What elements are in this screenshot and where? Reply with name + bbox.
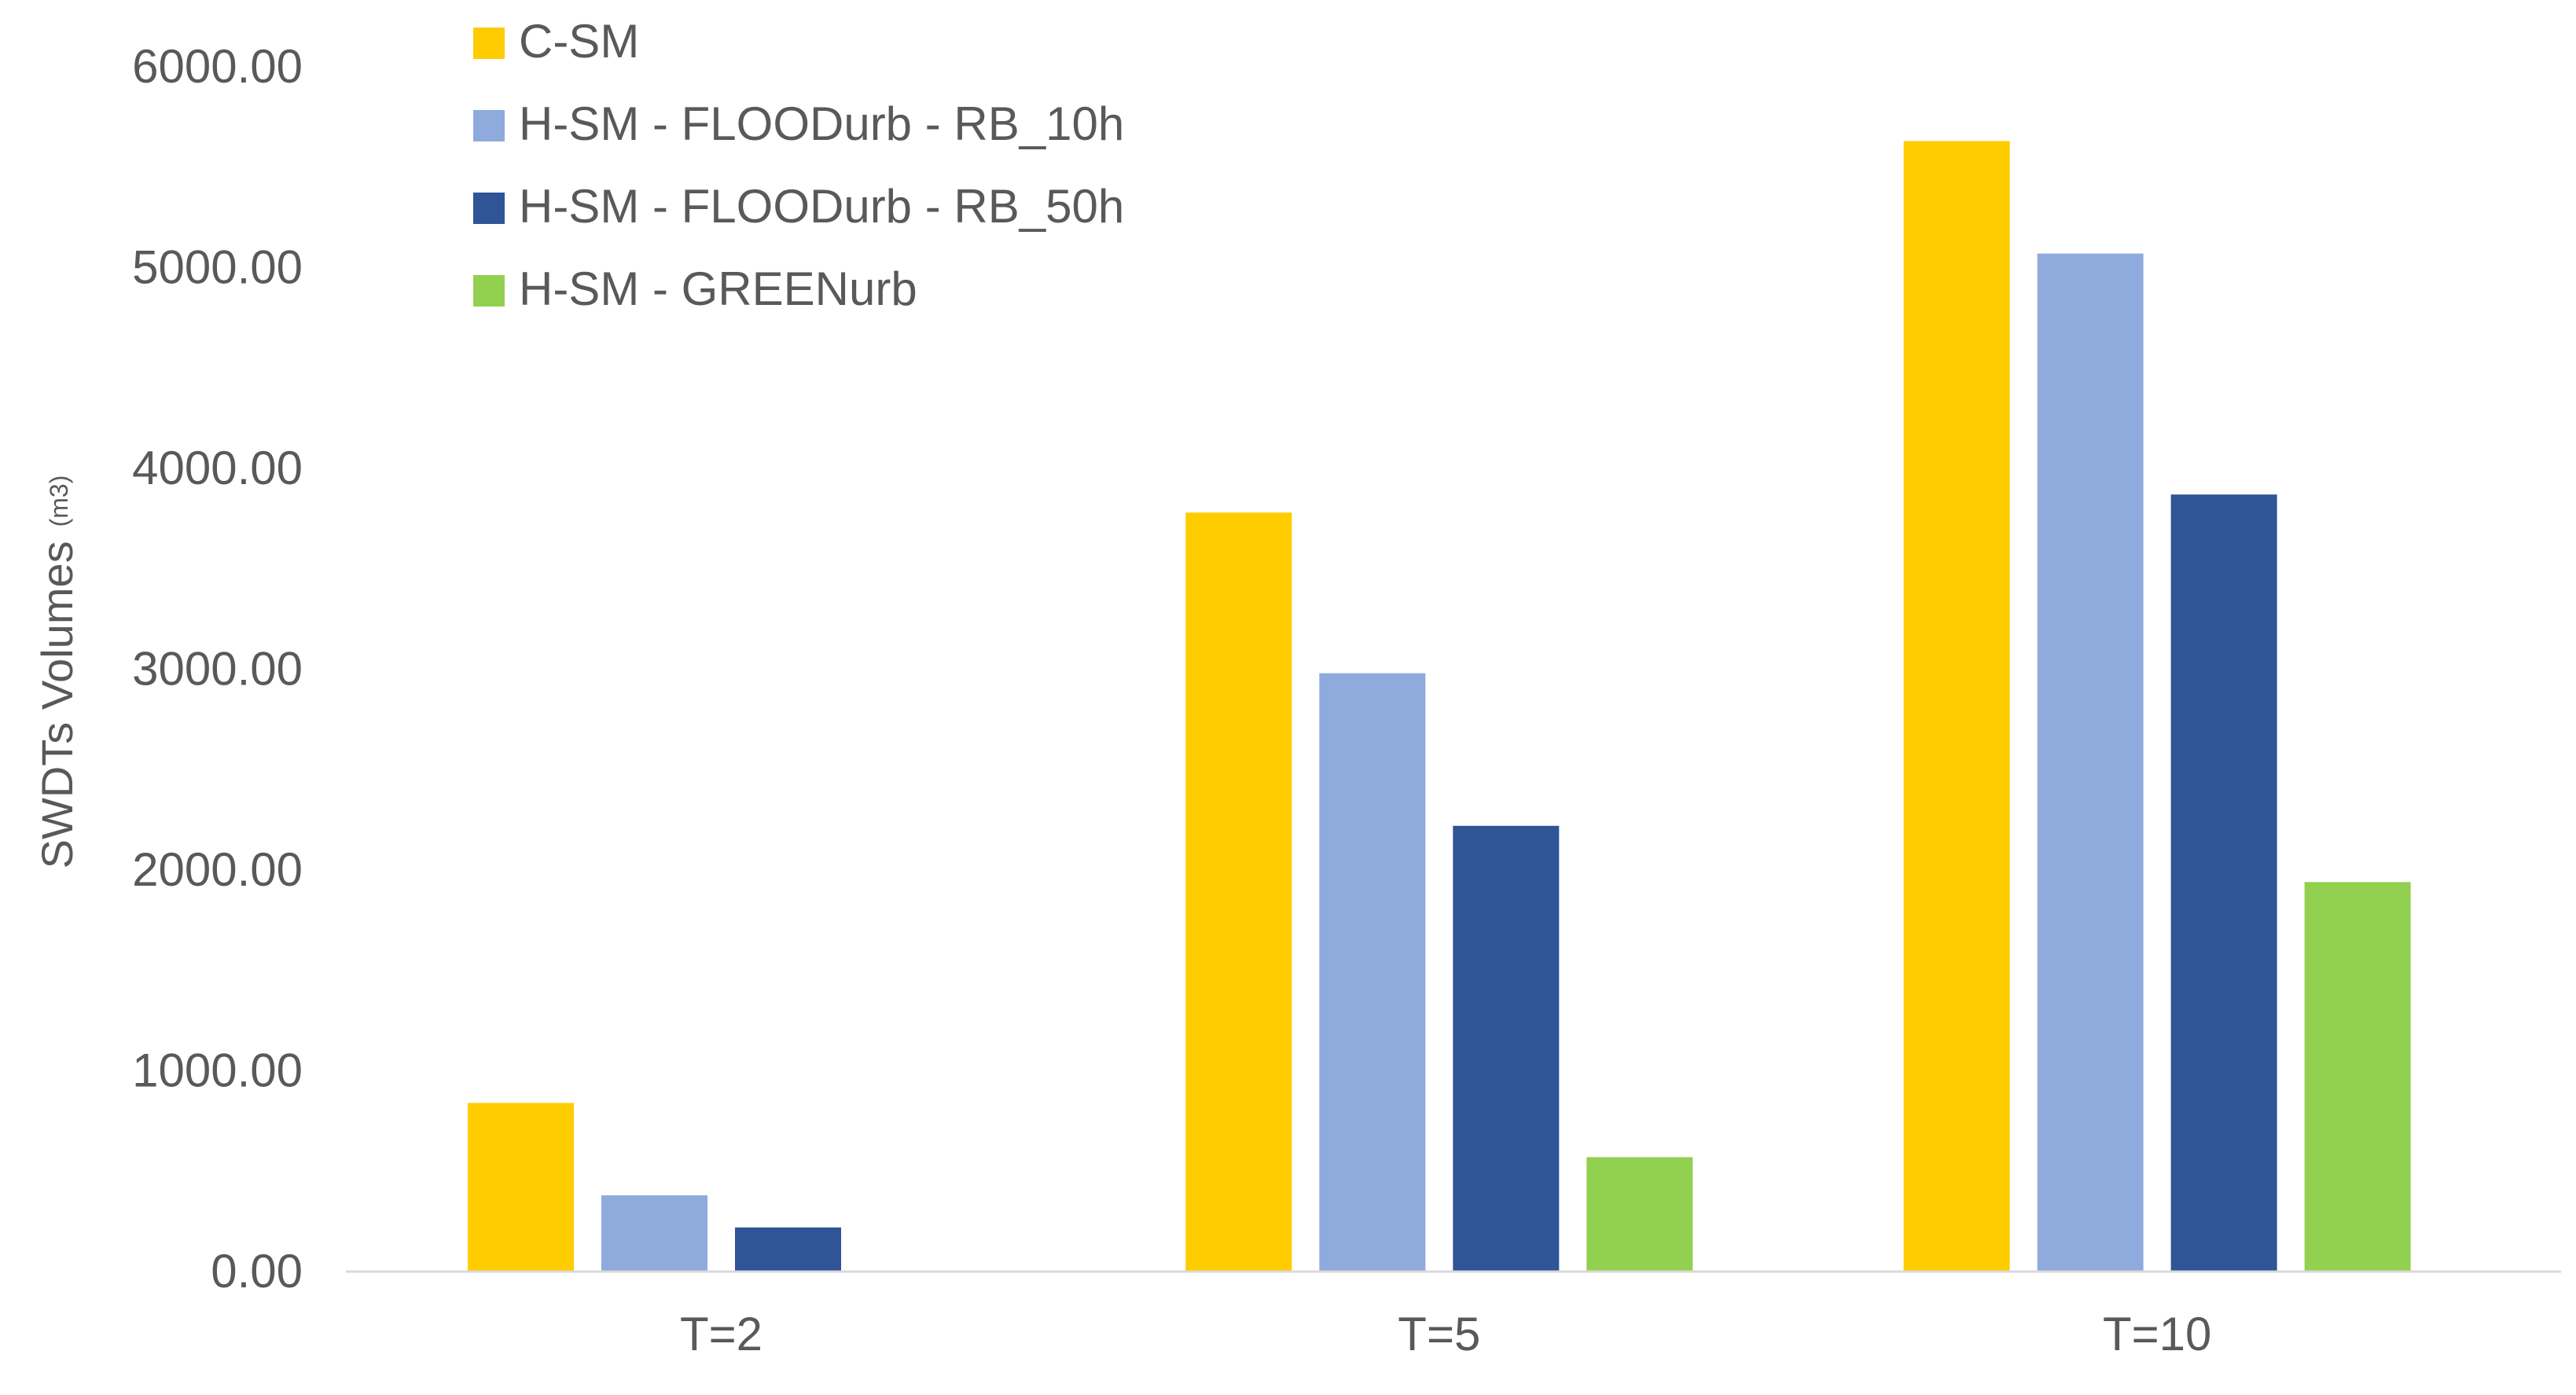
- bar-h-sm-floodurb-rb-50h-t5: [1453, 825, 1560, 1272]
- y-tick-label: 4000.00: [132, 442, 303, 494]
- y-tick-label: 1000.00: [132, 1044, 303, 1097]
- y-axis-title-text: SWDTs Volumes: [32, 541, 82, 868]
- bar-c-sm-t10: [1903, 141, 2010, 1272]
- y-tick-label: 3000.00: [132, 643, 303, 696]
- y-tick-label: 5000.00: [132, 241, 303, 294]
- x-tick-label: T=10: [2103, 1308, 2211, 1360]
- bar-c-sm-t5: [1185, 512, 1292, 1272]
- legend-label: H-SM - FLOODurb - RB_10h: [519, 97, 1124, 150]
- legend: C-SM H-SM - FLOODurb - RB_10h H-SM - FLOOD…: [473, 15, 1124, 315]
- legend-swatch: [473, 193, 505, 224]
- legend-swatch: [473, 28, 505, 59]
- legend-label: C-SM: [519, 15, 639, 68]
- bar-h-sm-greenurb-t5: [1586, 1157, 1693, 1272]
- legend-swatch: [473, 275, 505, 307]
- x-tick-label: T=5: [1398, 1308, 1480, 1360]
- legend-label: H-SM - GREENurb: [519, 262, 917, 315]
- bars: [468, 141, 2411, 1272]
- bar-h-sm-floodurb-rb-50h-t2: [735, 1227, 841, 1272]
- y-tick-label: 2000.00: [132, 843, 303, 896]
- x-axis-labels: T=2 T=5 T=10: [680, 1308, 2211, 1360]
- y-tick-label: 6000.00: [132, 40, 303, 93]
- x-tick-label: T=2: [680, 1308, 763, 1360]
- legend-swatch: [473, 110, 505, 141]
- y-axis-title: SWDTs Volumes (m3): [32, 475, 82, 869]
- bar-h-sm-floodurb-rb-50h-t10: [2170, 494, 2277, 1272]
- bar-h-sm-greenurb-t10: [2304, 882, 2411, 1272]
- y-axis-ticks: 0.00 1000.00 2000.00 3000.00 4000.00 5000.00 6…: [132, 40, 303, 1298]
- y-axis-title-group: SWDTs Volumes (m3): [32, 475, 82, 869]
- bar-h-sm-floodurb-rb-10h-t10: [2037, 253, 2144, 1272]
- y-tick-label: 0.00: [211, 1245, 303, 1298]
- legend-label: H-SM - FLOODurb - RB_50h: [519, 180, 1124, 233]
- bar-h-sm-floodurb-rb-10h-t2: [601, 1195, 707, 1272]
- bar-c-sm-t2: [468, 1103, 574, 1272]
- bar-h-sm-floodurb-rb-10h-t5: [1319, 673, 1426, 1272]
- y-axis-unit: (m3): [45, 475, 73, 527]
